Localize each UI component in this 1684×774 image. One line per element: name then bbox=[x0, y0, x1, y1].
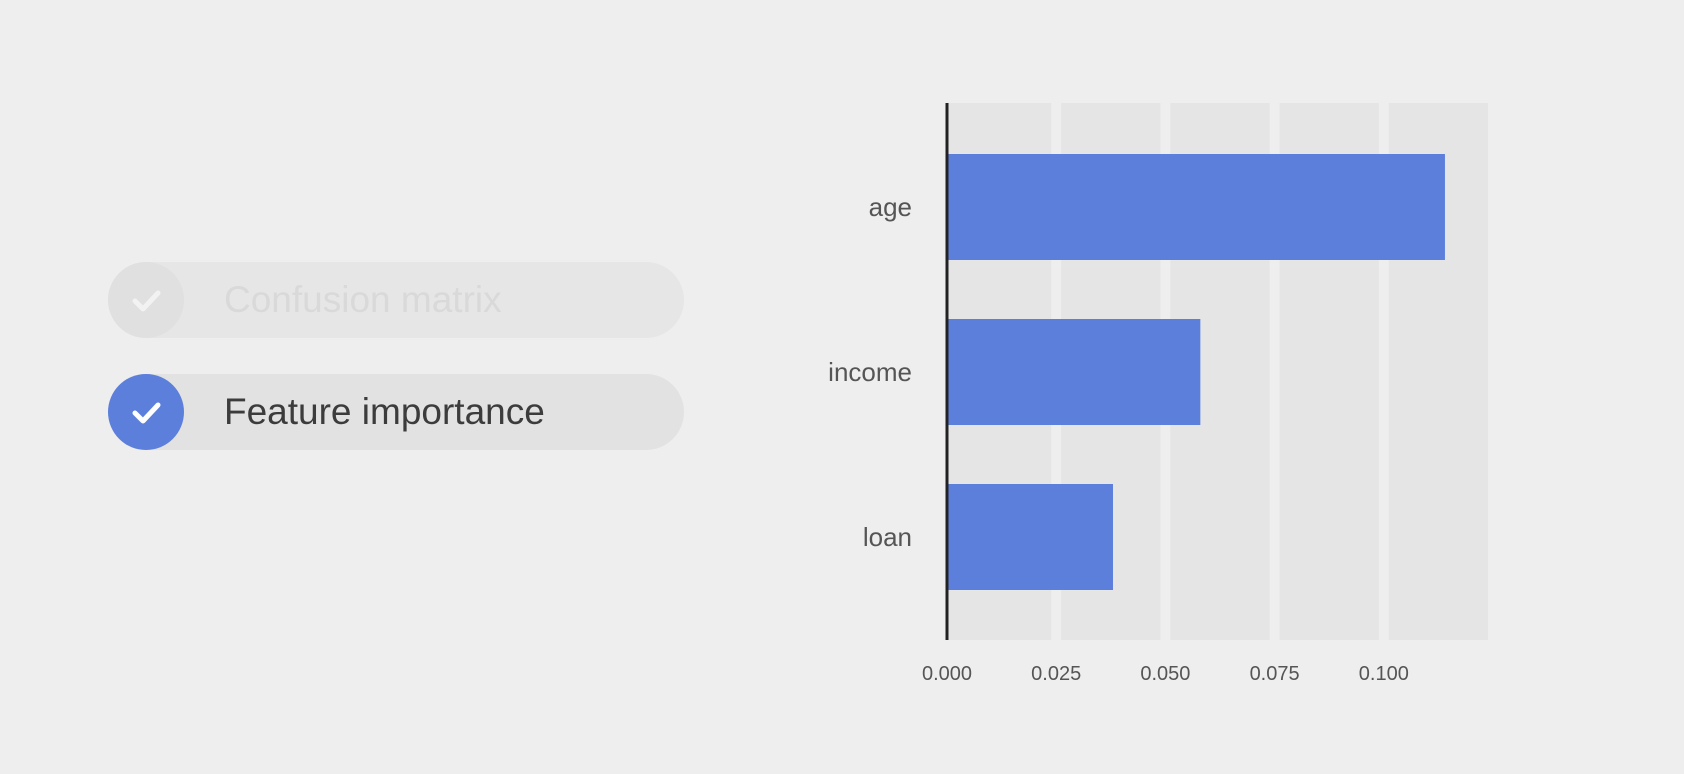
x-tick-label: 0.000 bbox=[922, 663, 972, 685]
bar-age bbox=[947, 154, 1445, 260]
checklist-pill bbox=[108, 262, 684, 338]
checklist-pill bbox=[108, 374, 684, 450]
check-circle bbox=[108, 374, 184, 450]
checklist-label: Feature importance bbox=[224, 391, 545, 432]
checklist-item-feature-importance: Feature importance bbox=[108, 374, 684, 450]
x-tick-label: 0.100 bbox=[1359, 663, 1409, 685]
x-tick-label: 0.050 bbox=[1140, 663, 1190, 685]
checklist-label: Confusion matrix bbox=[224, 279, 502, 320]
x-tick-label: 0.075 bbox=[1250, 663, 1300, 685]
check-icon bbox=[132, 290, 161, 312]
category-label: income bbox=[828, 357, 912, 387]
check-icon bbox=[132, 402, 161, 424]
category-label: age bbox=[869, 192, 912, 222]
bar-loan bbox=[947, 484, 1113, 590]
checklist: Confusion matrix Feature importance bbox=[108, 262, 684, 486]
checklist-item-confusion-matrix: Confusion matrix bbox=[108, 262, 684, 338]
x-tick-label: 0.025 bbox=[1031, 663, 1081, 685]
category-label: loan bbox=[863, 522, 912, 552]
bar-income bbox=[947, 319, 1201, 425]
check-circle bbox=[108, 262, 184, 338]
